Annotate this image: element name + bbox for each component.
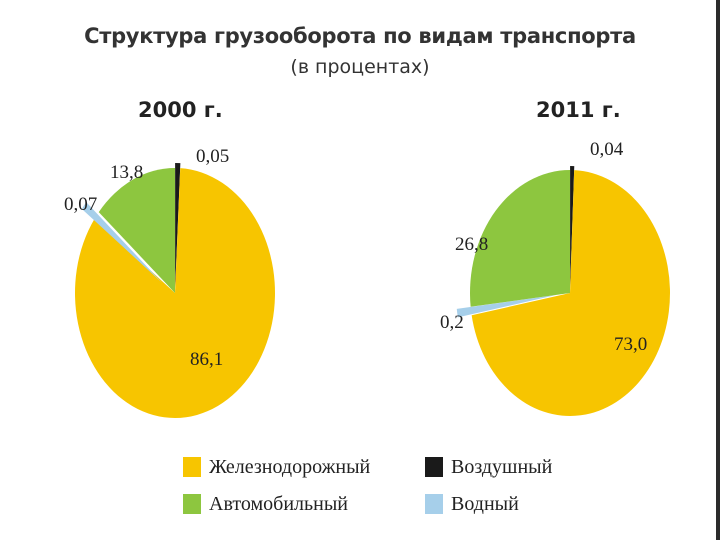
- pie-2011-label-air: 0,04: [590, 139, 624, 160]
- pie-2011-slice-railway: [471, 170, 670, 416]
- chart-subtitle: (в процентах): [290, 56, 430, 78]
- pie-2000-label-auto: 13,8: [110, 162, 143, 183]
- pie-title-2000: 2000 г.: [138, 98, 223, 122]
- pie-2011-slice-auto: [470, 170, 570, 307]
- legend-swatch-water: [425, 494, 443, 514]
- pie-2000-label-water: 0,07: [64, 194, 97, 215]
- pie-2000-label-railway: 86,1: [190, 349, 223, 370]
- right-border: [716, 0, 720, 540]
- pie-2011-label-railway: 73,0: [614, 334, 647, 355]
- pie-2000-slice-railway: [75, 168, 275, 418]
- legend-swatch-railway: [183, 457, 201, 477]
- legend-label-water: Водный: [451, 493, 519, 515]
- pie-2011-slice-air: [570, 166, 575, 290]
- legend-label-auto: Автомобильный: [209, 493, 348, 515]
- pie-2011-label-water: 0,2: [440, 312, 464, 333]
- pie-title-2011: 2011 г.: [536, 98, 621, 122]
- legend-label-railway: Железнодорожный: [209, 456, 371, 478]
- pie-2000-slice-water: [81, 202, 163, 284]
- legend-swatch-auto: [183, 494, 201, 514]
- pie-2011-label-auto: 26,8: [455, 234, 488, 255]
- pie-2011-slice-water: [456, 295, 557, 318]
- pie-2000-slice-auto: [98, 168, 175, 293]
- pie-2000-label-air: 0,05: [196, 146, 229, 167]
- chart-title: Структура грузооборота по видам транспор…: [84, 24, 636, 48]
- legend-label-air: Воздушный: [451, 456, 553, 478]
- legend-swatch-air: [425, 457, 443, 477]
- pie-2000-slice-air: [175, 163, 181, 289]
